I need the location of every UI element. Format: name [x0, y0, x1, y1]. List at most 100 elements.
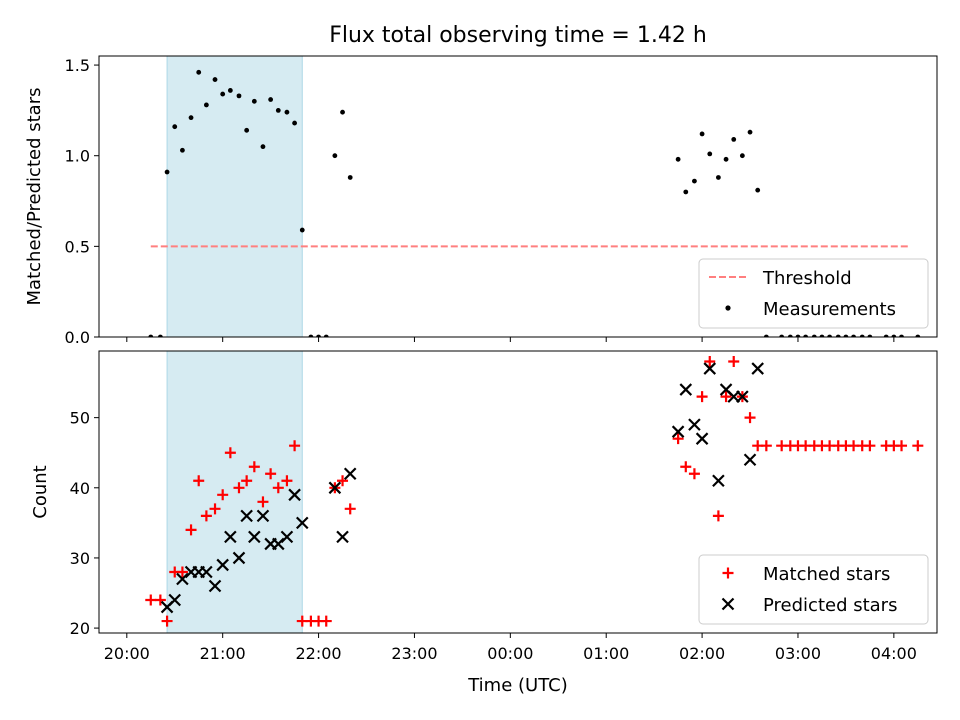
point-predicted-stars — [200, 565, 213, 579]
point-measurements — [819, 334, 825, 337]
point-measurements — [851, 334, 856, 337]
point-measurements — [236, 93, 242, 99]
point-matched-stars — [185, 524, 197, 536]
legend-measurements-label: Measurements — [763, 299, 896, 320]
point-measurements — [755, 187, 761, 193]
point-measurements — [188, 115, 194, 121]
y-tick-label: 30 — [70, 549, 90, 568]
point-matched-stars — [176, 566, 188, 578]
point-measurements — [251, 98, 257, 104]
point-measurements — [157, 334, 163, 337]
point-measurements — [260, 144, 266, 150]
x-tick-label: 21:00 — [200, 644, 246, 663]
point-measurements — [675, 156, 681, 162]
point-measurements — [180, 147, 185, 153]
point-measurements — [747, 129, 753, 135]
point-predicted-stars — [248, 530, 261, 544]
legend-predicted-stars-label: Predicted stars — [763, 595, 897, 616]
x-tick-label: 02:00 — [679, 644, 725, 663]
legend: Threshold Measurements — [698, 258, 929, 329]
data-marks — [145, 356, 924, 627]
point-matched-stars — [672, 433, 684, 445]
point-predicted-stars — [751, 362, 764, 375]
legend-matched-stars-label: Matched stars — [763, 564, 890, 585]
point-predicted-stars — [743, 453, 757, 467]
point-matched-stars — [320, 615, 332, 627]
legend-threshold-label: Threshold — [762, 268, 852, 289]
point-predicted-stars — [280, 530, 294, 544]
point-matched-stars — [864, 440, 876, 452]
legend: Matched stars Predicted stars — [698, 554, 929, 625]
legend-measurements-marker — [725, 305, 731, 311]
point-measurements — [915, 334, 921, 337]
point-measurements — [148, 334, 154, 337]
point-measurements — [859, 334, 865, 337]
point-matched-stars — [896, 440, 908, 452]
point-predicted-stars — [328, 481, 342, 495]
point-predicted-stars — [695, 432, 709, 445]
x-tick-label: 22:00 — [296, 644, 342, 663]
point-matched-stars — [289, 440, 301, 452]
point-measurements — [347, 175, 353, 180]
point-predicted-stars — [176, 572, 189, 586]
point-measurements — [172, 124, 178, 130]
point-measurements — [244, 127, 250, 133]
series-predicted-stars — [160, 362, 764, 614]
point-measurements — [827, 334, 833, 337]
point-measurements — [196, 69, 202, 75]
point-predicted-stars — [712, 474, 725, 488]
point-measurements — [835, 334, 841, 337]
point-matched-stars — [145, 594, 157, 606]
chart-title: Flux total observing time = 1.42 h — [329, 23, 707, 48]
point-measurements — [227, 88, 233, 93]
point-matched-stars — [337, 475, 349, 487]
highlight-span — [166, 55, 303, 338]
point-matched-stars — [241, 475, 253, 487]
point-matched-stars — [760, 440, 772, 452]
x-tick-label: 00:00 — [487, 644, 533, 663]
point-measurements — [268, 97, 274, 102]
point-measurements — [803, 334, 809, 337]
point-predicted-stars — [736, 390, 749, 403]
point-measurements — [795, 334, 801, 337]
data-marks — [148, 69, 921, 337]
y-tick-label: 1.5 — [65, 56, 90, 75]
point-matched-stars — [272, 482, 284, 494]
point-predicted-stars — [224, 530, 237, 544]
point-measurements — [699, 131, 705, 137]
point-measurements — [683, 189, 689, 195]
x-tick-label: 20:00 — [104, 644, 150, 663]
point-predicted-stars — [688, 418, 701, 431]
point-measurements — [212, 77, 218, 82]
point-matched-stars — [257, 496, 269, 508]
plot-frame — [98, 350, 938, 634]
point-measurements — [323, 334, 329, 337]
y-tick-label: 40 — [70, 479, 90, 498]
point-measurements — [867, 334, 873, 337]
legend-matched-stars-marker — [722, 567, 734, 579]
point-matched-stars — [248, 461, 260, 473]
point-measurements — [284, 109, 290, 115]
panels: 0.0 0.5 1.0 1.5 Matched/Predicted stars Thres… — [24, 55, 938, 663]
point-predicted-stars — [343, 467, 357, 481]
point-measurements — [899, 334, 904, 337]
x-tick-label: 23:00 — [391, 644, 437, 663]
legend-box — [698, 258, 929, 329]
point-predicted-stars — [679, 383, 693, 396]
point-measurements — [292, 120, 297, 126]
point-measurements — [763, 334, 769, 337]
point-measurements — [787, 334, 793, 337]
point-measurements — [164, 169, 170, 175]
point-matched-stars — [265, 468, 277, 480]
point-predicted-stars — [336, 530, 349, 544]
point-matched-stars — [688, 468, 700, 480]
point-matched-stars — [217, 489, 229, 501]
point-predicted-stars — [232, 551, 246, 565]
point-matched-stars — [704, 356, 716, 368]
point-matched-stars — [193, 475, 205, 487]
point-predicted-stars — [168, 593, 182, 607]
point-measurements — [275, 107, 281, 113]
point-measurements — [731, 136, 737, 142]
point-predicted-stars — [288, 488, 301, 502]
